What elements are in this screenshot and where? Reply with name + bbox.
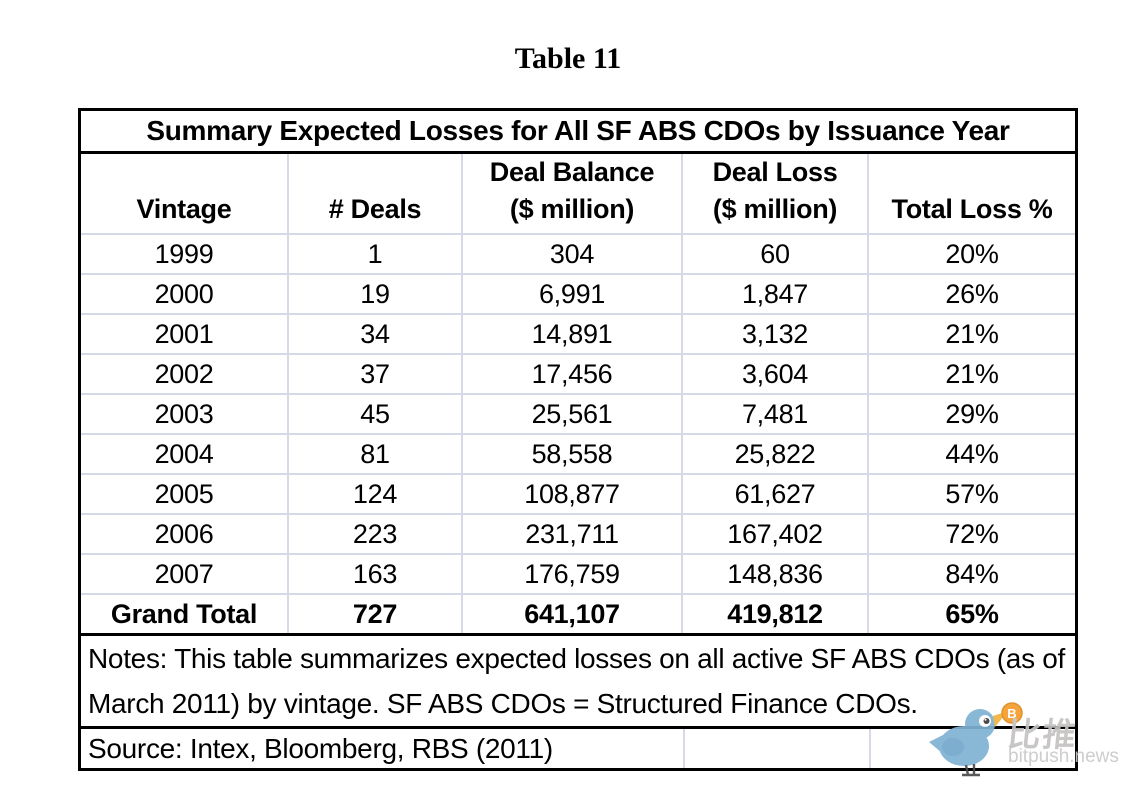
cell-vintage: 2000: [81, 275, 289, 313]
cell-loss-pct: 21%: [945, 318, 999, 349]
page-caption: Table 11: [514, 42, 622, 75]
table-body: 1999 1 304 60 20% 2000 19 6,991 1,847 26…: [81, 235, 1075, 595]
cell-loss: 60: [683, 235, 869, 273]
bitcoin-icon: B: [1001, 702, 1023, 724]
cell-loss: 3,604: [683, 355, 869, 393]
cell-balance: 176,759: [463, 555, 683, 593]
watermark: B 比推 bitpush.news: [928, 694, 1136, 786]
source-empty-cell: [683, 729, 869, 768]
cell-vintage: 2005: [81, 475, 289, 513]
table-row: 2001 34 14,891 3,132 21%: [81, 315, 1075, 355]
table-row: 2002 37 17,456 3,604 21%: [81, 355, 1075, 395]
cell-loss-pct: 57%: [945, 478, 999, 509]
table-title-row: Summary Expected Losses for All SF ABS C…: [81, 111, 1075, 154]
cell-balance: 14,891: [463, 315, 683, 353]
cell-deals: 19: [289, 275, 463, 313]
cell-loss: 167,402: [683, 515, 869, 553]
header-cell-vintage: Vintage: [81, 154, 289, 233]
notes-line-2: March 2011) by vintage. SF ABS CDOs = St…: [88, 688, 918, 719]
cell-deals: 727: [289, 595, 463, 633]
cell-vintage: 2003: [81, 395, 289, 433]
cell-loss: 61,627: [683, 475, 869, 513]
cell-loss-pct: 21%: [945, 358, 999, 389]
cell-balance: 641,107: [463, 595, 683, 633]
notes-line-1: Notes: This table summarizes expected lo…: [88, 643, 1066, 674]
cell-balance: 304: [463, 235, 683, 273]
table-title: Summary Expected Losses for All SF ABS C…: [146, 115, 1010, 146]
cell-loss-pct: 44%: [945, 438, 999, 469]
cell-balance: 58,558: [463, 435, 683, 473]
cell-balance: 231,711: [463, 515, 683, 553]
table-row: 2000 19 6,991 1,847 26%: [81, 275, 1075, 315]
cell-loss: 3,132: [683, 315, 869, 353]
cell-loss-pct: 72%: [945, 518, 999, 549]
cell-vintage: 1999: [81, 235, 289, 273]
table-row: 2005 124 108,877 61,627 57%: [81, 475, 1075, 515]
cell-balance: 25,561: [463, 395, 683, 433]
cell-balance: 6,991: [463, 275, 683, 313]
cell-vintage: 2007: [81, 555, 289, 593]
header-cell-deals: # Deals: [289, 154, 463, 233]
cell-loss: 419,812: [683, 595, 869, 633]
header-label: Deal Loss: [712, 157, 838, 187]
source-text: Source: Intex, Bloomberg, RBS (2011): [88, 732, 553, 764]
cell-deals: 34: [289, 315, 463, 353]
cell-deals: 81: [289, 435, 463, 473]
cell-vintage: 2001: [81, 315, 289, 353]
table-row: 2004 81 58,558 25,822 44%: [81, 435, 1075, 475]
cell-loss-pct: 26%: [945, 278, 999, 309]
notes-row: Notes: This table summarizes expected lo…: [81, 633, 1075, 726]
source-empty-cell: [869, 729, 1075, 768]
cell-vintage: 2002: [81, 355, 289, 393]
header-sub: ($ million): [712, 194, 838, 224]
cell-deals: 223: [289, 515, 463, 553]
cell-loss-pct: 20%: [945, 238, 999, 269]
cell-deals: 37: [289, 355, 463, 393]
watermark-domain-text: bitpush.news: [1008, 746, 1119, 767]
header-label: Vintage: [136, 194, 232, 224]
cell-balance: 17,456: [463, 355, 683, 393]
svg-text:B: B: [1007, 706, 1016, 721]
cell-vintage: 2004: [81, 435, 289, 473]
cell-loss-pct: 29%: [945, 398, 999, 429]
header-row: Vintage # Deals Deal Balance ($ million)…: [81, 154, 1075, 235]
cell-loss: 25,822: [683, 435, 869, 473]
header-label: Total Loss %: [891, 194, 1053, 224]
grand-total-row: Grand Total 727 641,107 419,812 65%: [81, 595, 1075, 633]
header-label: # Deals: [328, 194, 422, 224]
cell-loss: 7,481: [683, 395, 869, 433]
cell-deals: 163: [289, 555, 463, 593]
table-row: 2003 45 25,561 7,481 29%: [81, 395, 1075, 435]
table-row: 2007 163 176,759 148,836 84%: [81, 555, 1075, 595]
source-row: Source: Intex, Bloomberg, RBS (2011): [81, 726, 1075, 768]
cell-loss: 148,836: [683, 555, 869, 593]
cell-loss-pct: 65%: [945, 598, 999, 629]
cell-vintage: Grand Total: [81, 595, 289, 633]
cell-deals: 124: [289, 475, 463, 513]
cell-vintage: 2006: [81, 515, 289, 553]
table-row: 2006 223 231,711 167,402 72%: [81, 515, 1075, 555]
header-cell-loss: Deal Loss ($ million): [683, 154, 869, 233]
cell-balance: 108,877: [463, 475, 683, 513]
cell-loss: 1,847: [683, 275, 869, 313]
cell-deals: 45: [289, 395, 463, 433]
table-row: 1999 1 304 60 20%: [81, 235, 1075, 275]
header-cell-balance: Deal Balance ($ million): [463, 154, 683, 233]
header-sub: ($ million): [509, 194, 635, 224]
expected-losses-table: Summary Expected Losses for All SF ABS C…: [78, 108, 1078, 771]
cell-loss-pct: 84%: [945, 558, 999, 589]
header-label: Deal Balance: [489, 157, 655, 187]
header-cell-loss-pct: Total Loss %: [869, 154, 1075, 233]
bird-icon: B: [929, 702, 1023, 777]
cell-deals: 1: [289, 235, 463, 273]
